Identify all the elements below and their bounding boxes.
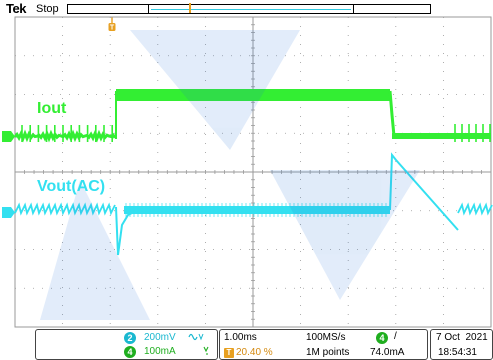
trigger-position-icon: T — [224, 348, 234, 358]
iout-idle-after — [392, 133, 491, 139]
record-window-line — [151, 9, 351, 10]
vout-undershoot — [115, 206, 139, 256]
date-readout: 7 Oct 2021 — [436, 332, 488, 343]
vout-waveform — [14, 152, 493, 256]
acquisition-status: Stop — [36, 3, 59, 15]
ch4-badge: 4 — [124, 346, 136, 358]
ac-coupling-icon — [188, 331, 204, 345]
record-trigger-marker — [189, 3, 191, 13]
tek-logo: Tek — [6, 1, 26, 16]
trigger-source-badge: 4 — [376, 332, 388, 344]
timebase-readout-box[interactable]: 1.00ms 100MS/s 4 / T 20.40 % 1M points 7… — [219, 329, 428, 360]
datetime-box: 7 Oct 2021 18:54:31 — [430, 329, 493, 360]
iout-falling-edge — [388, 90, 396, 137]
ch2-scale: 200mV — [144, 332, 176, 343]
trigger-level: 74.0mA — [370, 347, 405, 358]
time-per-div: 1.00ms — [224, 332, 257, 343]
channel-readout-box[interactable]: 2 200mV 4 100mA — [35, 329, 218, 360]
bw-limit-icon — [202, 345, 212, 359]
scope-status-bar: Tek Stop — [0, 0, 493, 17]
svg-text:T: T — [110, 25, 115, 32]
ch2-ground-icon — [2, 207, 15, 218]
iout-label: Iout — [37, 100, 67, 117]
vout-overshoot-decay — [389, 152, 459, 231]
iout-idle-segment — [13, 129, 117, 143]
iout-high-band — [116, 89, 390, 101]
record-length: 1M points — [306, 347, 350, 358]
readout-panel: 2 200mV 4 100mA 1.00ms 100MS/s 4 / T 20.… — [0, 329, 493, 360]
record-view-window[interactable] — [148, 4, 354, 14]
ch4-ground-marker[interactable] — [2, 130, 15, 143]
trigger-position: 20.40 % — [236, 347, 273, 358]
ch4-scale: 100mA — [144, 346, 176, 357]
vout-label: Vout(AC) — [37, 178, 106, 195]
vout-ripple-before — [14, 202, 116, 216]
vout-loaded-band — [124, 206, 390, 214]
ch2-ground-marker[interactable] — [2, 206, 15, 219]
waveform-display — [13, 16, 493, 328]
ch4-ground-icon — [2, 131, 15, 142]
trigger-slope: / — [394, 331, 397, 342]
trigger-position-marker[interactable]: T — [108, 17, 116, 35]
sample-rate: 100MS/s — [306, 332, 346, 343]
trigger-t-icon: T — [108, 17, 116, 32]
watermark-logo — [40, 30, 420, 320]
vout-ripple-after — [457, 202, 493, 216]
ch2-badge: 2 — [124, 332, 136, 344]
iout-waveform — [13, 89, 491, 143]
time-readout: 18:54:31 — [438, 347, 477, 358]
